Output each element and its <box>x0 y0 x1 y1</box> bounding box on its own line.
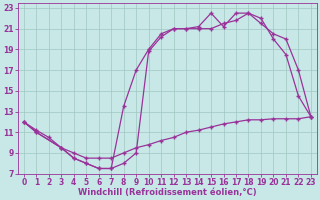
X-axis label: Windchill (Refroidissement éolien,°C): Windchill (Refroidissement éolien,°C) <box>78 188 257 197</box>
